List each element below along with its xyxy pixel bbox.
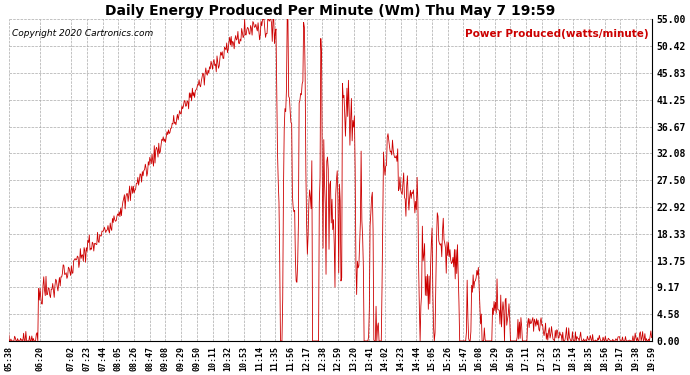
Text: Copyright 2020 Cartronics.com: Copyright 2020 Cartronics.com <box>12 29 153 38</box>
Text: Power Produced(watts/minute): Power Produced(watts/minute) <box>465 29 649 39</box>
Title: Daily Energy Produced Per Minute (Wm) Thu May 7 19:59: Daily Energy Produced Per Minute (Wm) Th… <box>105 4 555 18</box>
